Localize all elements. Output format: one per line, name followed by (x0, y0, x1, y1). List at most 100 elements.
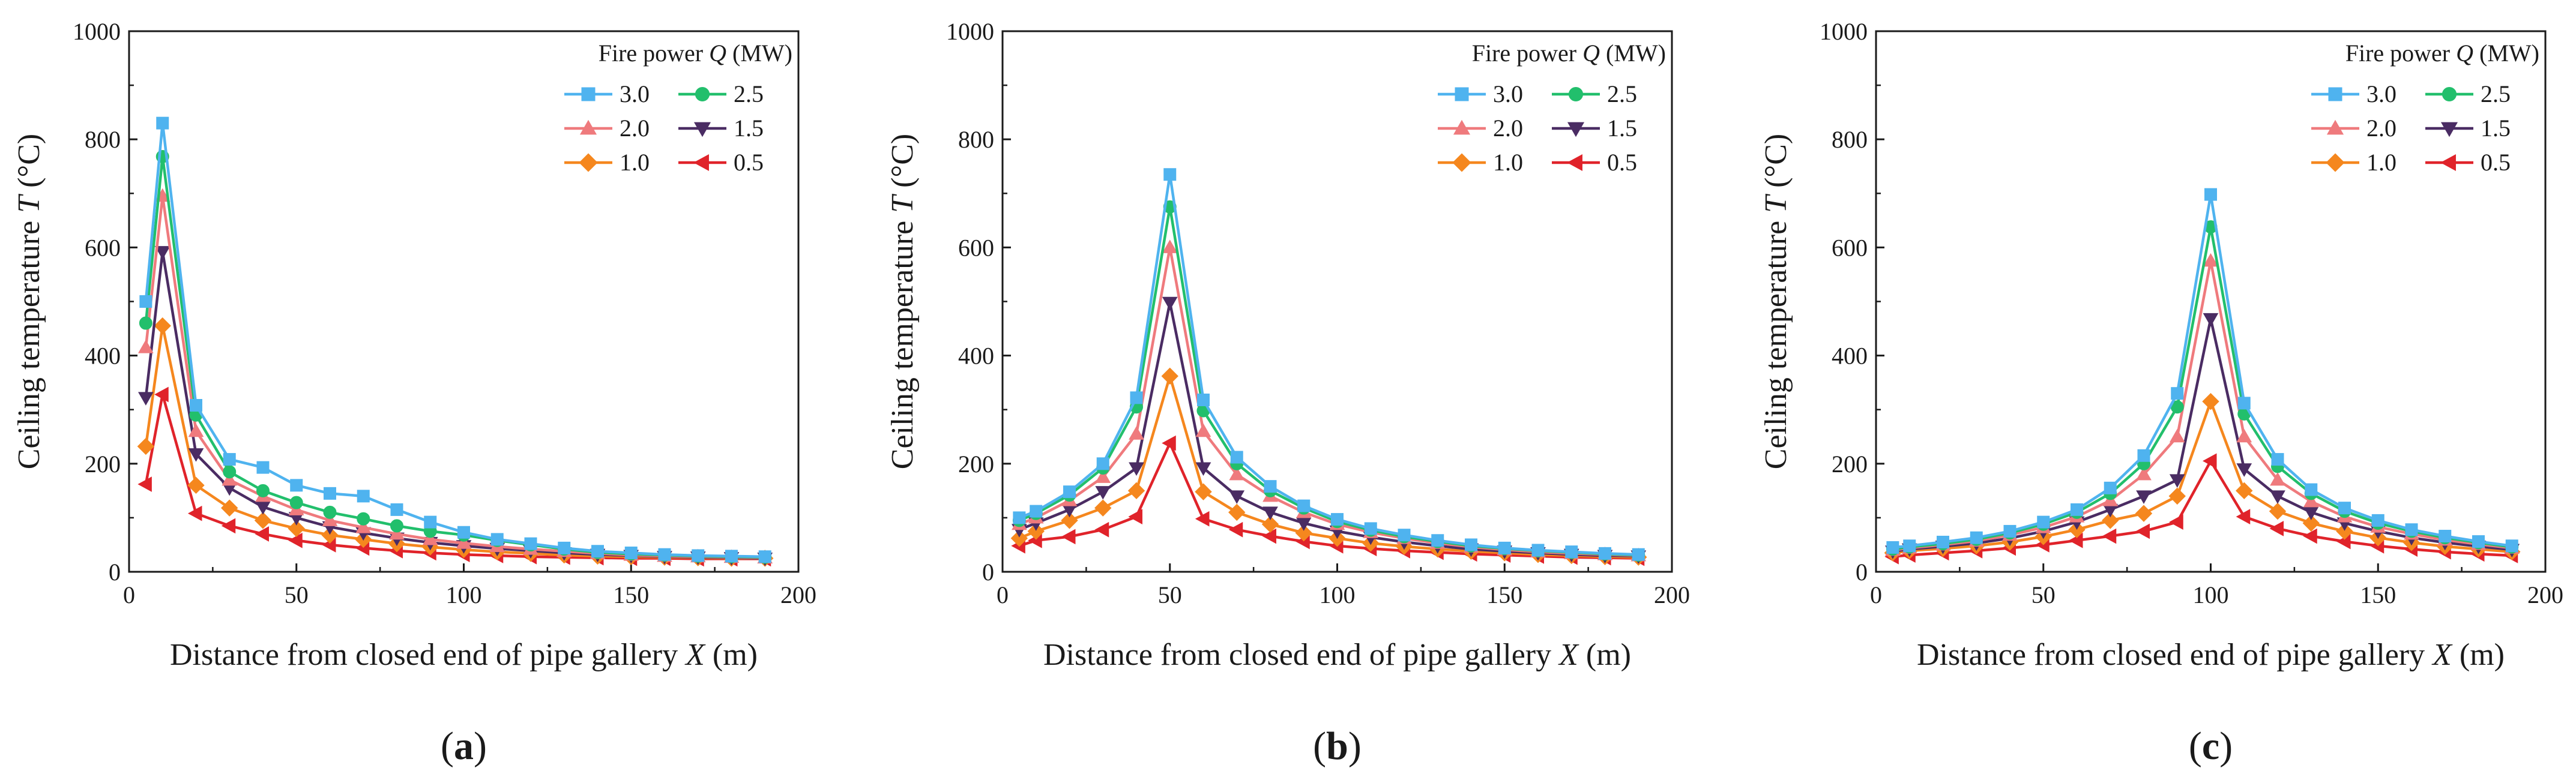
x-tick-label: 200 (2527, 581, 2563, 608)
panel-label-close: ) (2219, 724, 2233, 768)
legend-marker (1452, 153, 1471, 172)
data-point (1398, 529, 1411, 542)
data-point (558, 541, 571, 554)
x-tick-label: 200 (1654, 581, 1690, 608)
series-line (1019, 442, 1639, 560)
y-tick-label: 400 (958, 343, 994, 370)
data-point (1565, 545, 1578, 559)
data-point (137, 437, 155, 455)
panel-label-letter: c (2202, 724, 2219, 768)
data-point (322, 512, 338, 526)
legend-entry-0-5: 0.5 (1552, 149, 1637, 176)
data-point (1886, 541, 1899, 554)
data-point (2169, 428, 2185, 443)
data-point (422, 531, 438, 545)
legend-title-symbol: Q (2456, 40, 2473, 67)
panel-label: (c) (2189, 724, 2233, 768)
data-point (2204, 188, 2217, 201)
x-axis-label-unit: (m) (1578, 638, 1631, 672)
y-tick-label: 1000 (1820, 18, 1868, 45)
x-axis-label-unit: (m) (705, 638, 758, 672)
data-point (2270, 490, 2285, 504)
data-point (187, 476, 205, 494)
data-point (2336, 523, 2353, 540)
series-2-5 (139, 150, 772, 564)
data-point (2102, 512, 2119, 529)
data-point (2303, 528, 2317, 544)
panel-label-close: ) (1348, 724, 1362, 768)
legend: Fire power Q (MW) 3.0 2.5 2.0 1.5 1.0 0.5 (564, 40, 792, 176)
x-axis-label-symbol: X (684, 638, 706, 672)
legend-marker (2442, 86, 2457, 102)
legend-title-symbol: Q (1582, 40, 1600, 67)
chart-panel-a: 0 50 100 150 200 0 200 400 600 800 1000 Distance fr… (12, 18, 816, 768)
legend-label: 3.0 (1493, 80, 1523, 107)
x-axis-label: Distance from closed end of pipe gallery… (1917, 638, 2505, 672)
legend: Fire power Q (MW) 3.0 2.5 2.0 1.5 1.0 0.5 (2311, 40, 2539, 176)
x-tick-label: 100 (446, 581, 482, 608)
data-point (256, 461, 270, 474)
series-line (1892, 317, 2512, 553)
data-point (624, 546, 638, 559)
x-tick-label: 150 (1486, 581, 1522, 608)
legend-marker (2326, 119, 2344, 135)
data-point (2472, 535, 2485, 548)
data-point (390, 503, 403, 516)
legend-title-unit: (MW) (2473, 40, 2539, 67)
data-point (2237, 397, 2251, 410)
x-axis-label-text: Distance from closed end of pipe gallery (170, 638, 686, 672)
panel-label-open: ( (2189, 724, 2202, 768)
legend-entry-2-0: 2.0 (2311, 115, 2397, 142)
data-point (2371, 514, 2384, 527)
data-point (1195, 511, 1210, 527)
legend-label: 1.5 (2481, 115, 2511, 142)
y-axis-label-text: Ceiling temperature (1759, 213, 1793, 469)
data-point (139, 316, 152, 330)
data-point (1094, 499, 1112, 517)
series-line (1892, 259, 2512, 552)
data-point (1498, 541, 1511, 554)
data-point (288, 532, 303, 548)
y-axis-label-symbol: T (1759, 194, 1793, 213)
data-point (1027, 523, 1045, 540)
legend-marker (2326, 153, 2345, 172)
data-point (1632, 548, 1645, 561)
legend-entry-2-5: 2.5 (678, 80, 764, 107)
legend-label: 1.0 (1493, 149, 1523, 176)
x-axis-label: Distance from closed end of pipe gallery… (170, 638, 758, 672)
data-point (692, 549, 705, 562)
legend-title-unit: (MW) (1600, 40, 1666, 67)
data-point (1295, 524, 1312, 542)
data-point (1063, 485, 1076, 499)
data-point (2236, 428, 2252, 443)
data-point (2003, 524, 2016, 538)
series-2-0 (1012, 239, 1647, 562)
data-point (2136, 490, 2152, 504)
data-point (1970, 531, 1983, 544)
x-axis-label-text: Distance from closed end of pipe gallery (1043, 638, 1559, 672)
legend-label: 2.0 (620, 115, 650, 142)
data-point (2203, 253, 2219, 267)
data-point (139, 295, 152, 308)
data-point (1162, 239, 1178, 253)
y-tick-label: 400 (85, 343, 121, 370)
legend-marker (1568, 86, 1584, 102)
y-axis-label-unit: (°C) (12, 134, 46, 196)
x-axis-label-text: Distance from closed end of pipe gallery (1917, 638, 2433, 672)
data-point (2236, 509, 2251, 524)
data-point (1230, 451, 1243, 464)
data-point (591, 545, 604, 558)
data-point (1903, 539, 1916, 553)
legend-title-prefix: Fire power (599, 40, 709, 67)
x-axis-label-unit: (m) (2452, 638, 2505, 672)
series-line (1019, 173, 1639, 556)
x-tick-label: 0 (123, 581, 135, 608)
series-line (1892, 193, 2512, 549)
data-point (321, 526, 339, 544)
data-point (2037, 515, 2050, 529)
legend-entry-1-5: 1.5 (678, 115, 764, 142)
chart-panel-b: 0 50 100 150 200 0 200 400 600 800 1000 Distance fr… (885, 18, 1690, 768)
data-point (1128, 509, 1142, 524)
series-2-5 (1886, 220, 2519, 556)
legend-label: 2.0 (2366, 115, 2397, 142)
